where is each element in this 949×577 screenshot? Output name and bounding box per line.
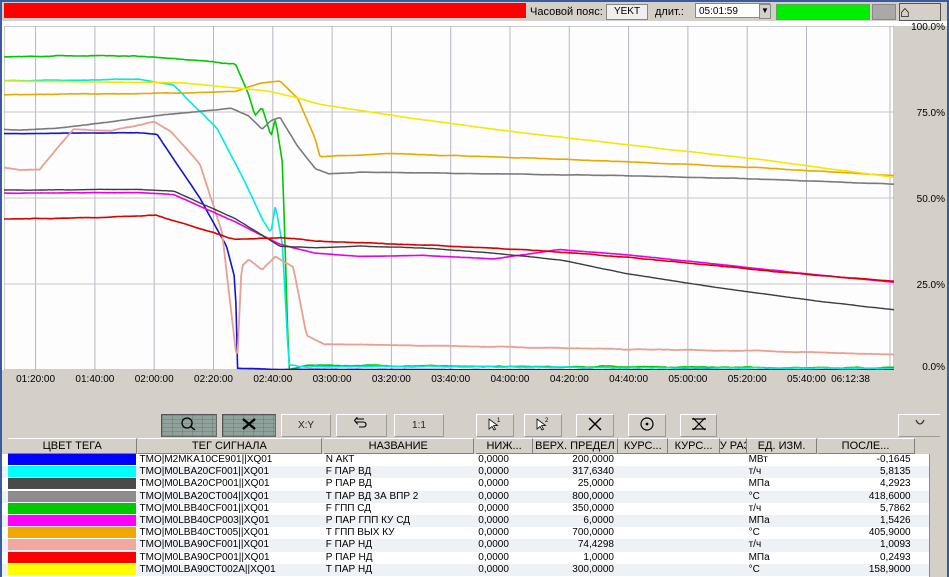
svg-text:1: 1 [497, 418, 501, 424]
svg-text:2: 2 [545, 418, 549, 424]
